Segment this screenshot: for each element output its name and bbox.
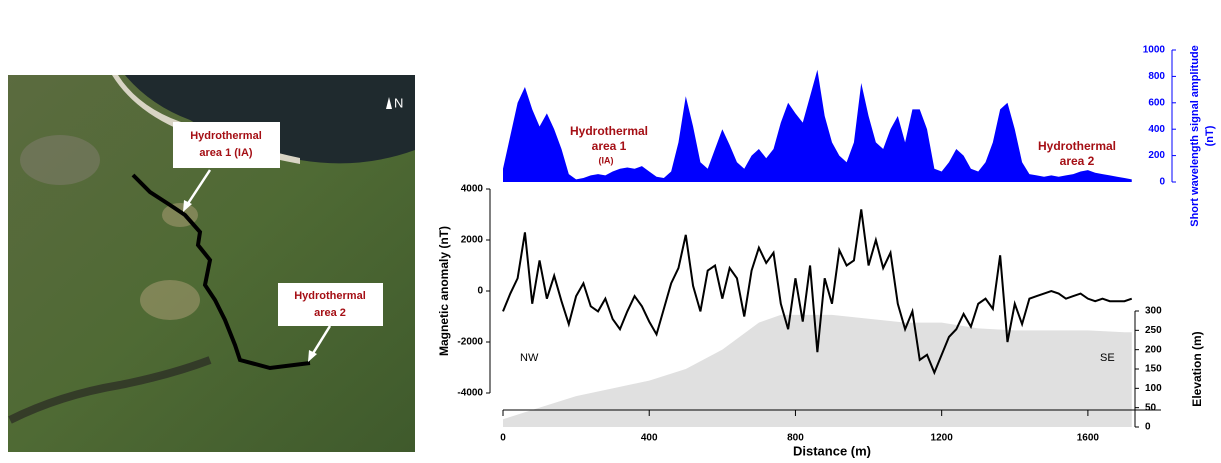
x-axis-label: Distance (m) (793, 443, 871, 458)
y-tick-label: 250 (1145, 325, 1162, 336)
beach (112, 75, 300, 164)
y-tick-label: 0 (477, 286, 483, 297)
arrow (185, 169, 212, 206)
y-tick-label: 400 (1148, 124, 1165, 135)
profile-track (131, 173, 311, 371)
map-label: area 2 (314, 307, 346, 319)
y-tick-label: -2000 (457, 337, 483, 348)
area (503, 69, 1132, 182)
map-label: Hydrothermal (294, 290, 366, 302)
satellite-map: Hydrothermal area 1 (IA) Hydrothermal ar… (8, 75, 415, 452)
x-tick-label: 0 (500, 433, 506, 444)
y-tick-label: 100 (1145, 383, 1162, 394)
annotation: area 1 (592, 139, 627, 153)
y-tick-label: 2000 (461, 235, 484, 246)
y-axis-label: Short wavelength signal amplitude (1189, 45, 1201, 227)
map-label: Hydrothermal (190, 130, 262, 142)
y-tick-label: 0 (1159, 177, 1165, 188)
area (503, 314, 1132, 427)
line (502, 209, 1133, 376)
y-tick-label: 1000 (1143, 45, 1166, 56)
y-tick-label: 0 (1145, 422, 1151, 433)
y-tick-label: 50 (1145, 402, 1157, 413)
y-tick-label: 200 (1148, 150, 1165, 161)
y-tick-label: 600 (1148, 97, 1165, 108)
clearing (140, 280, 200, 320)
annotation: SE (1100, 352, 1115, 364)
valley (8, 356, 212, 424)
annotation: Hydrothermal (570, 124, 648, 138)
annotation: Hydrothermal (1038, 139, 1116, 153)
y-tick-label: -4000 (457, 388, 483, 399)
x-tick-label: 800 (787, 433, 804, 444)
y-tick-label: 150 (1145, 364, 1162, 375)
x-tick-label: 1200 (931, 433, 954, 444)
y-axis-label: (nT) (1204, 125, 1216, 146)
map-label: area 1 (IA) (199, 147, 253, 159)
y-tick-label: 4000 (461, 184, 484, 195)
annotation: (IA) (599, 155, 614, 165)
clearing (20, 135, 100, 185)
label-box (173, 122, 280, 168)
x-tick-label: 1600 (1077, 433, 1100, 444)
y-tick-label: 300 (1145, 306, 1162, 317)
y-tick-label: 200 (1145, 344, 1162, 355)
north-arrow (386, 97, 392, 109)
north-label: N (394, 95, 403, 110)
arrowhead (308, 350, 317, 362)
y-axis-label: Elevation (m) (1190, 331, 1204, 406)
arrow (310, 325, 332, 356)
annotation: area 2 (1060, 154, 1095, 168)
x-tick-label: 400 (641, 433, 658, 444)
y-axis-label: Magnetic anomaly (nT) (437, 226, 451, 356)
label-box (278, 283, 383, 326)
arrowhead (183, 200, 192, 212)
y-tick-label: 800 (1148, 71, 1165, 82)
sea (125, 75, 415, 164)
annotation: NW (520, 352, 539, 364)
